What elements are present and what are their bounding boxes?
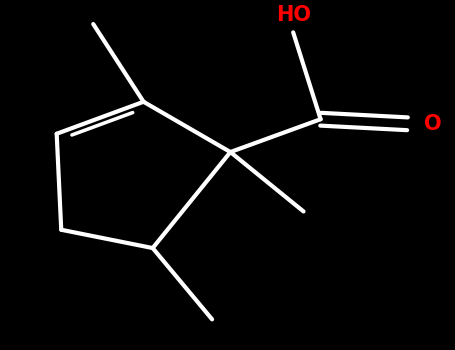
Text: O: O <box>424 114 441 134</box>
Text: HO: HO <box>276 5 311 25</box>
